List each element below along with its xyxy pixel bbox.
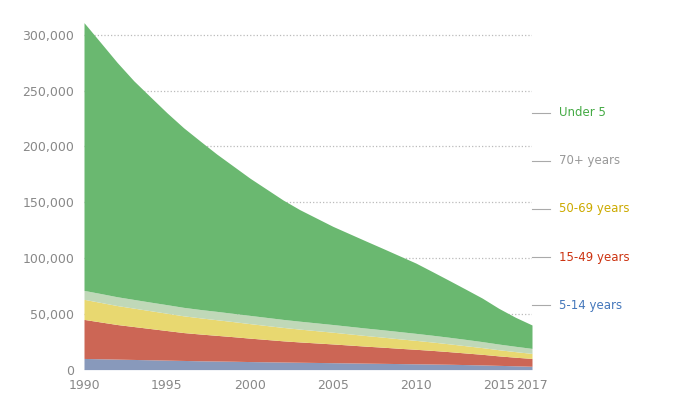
Text: 70+ years: 70+ years <box>559 154 620 167</box>
Text: 50-69 years: 50-69 years <box>559 202 629 215</box>
Text: 15-49 years: 15-49 years <box>559 251 629 264</box>
Text: 5-14 years: 5-14 years <box>559 299 622 312</box>
Text: Under 5: Under 5 <box>559 106 606 119</box>
